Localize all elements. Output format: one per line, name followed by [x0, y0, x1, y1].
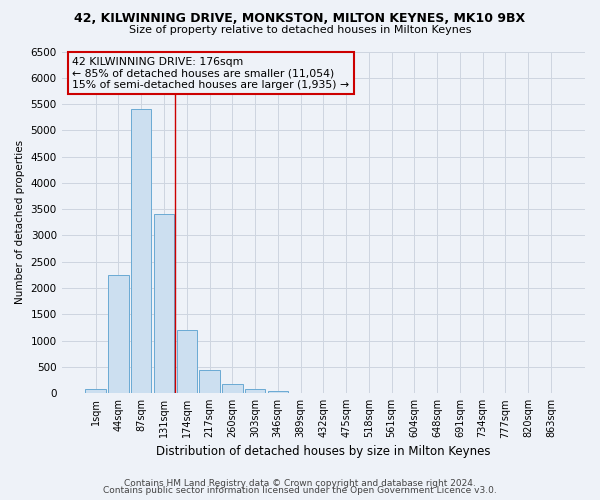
Bar [85, 390, 106, 393]
Bar [290, 392, 311, 393]
Bar [245, 390, 265, 393]
Bar [108, 275, 129, 393]
Text: 42 KILWINNING DRIVE: 176sqm
← 85% of detached houses are smaller (11,054)
15% of: 42 KILWINNING DRIVE: 176sqm ← 85% of det… [72, 56, 349, 90]
Bar [154, 214, 174, 393]
Text: Size of property relative to detached houses in Milton Keynes: Size of property relative to detached ho… [129, 25, 471, 35]
Text: Contains HM Land Registry data © Crown copyright and database right 2024.: Contains HM Land Registry data © Crown c… [124, 478, 476, 488]
Text: Contains public sector information licensed under the Open Government Licence v3: Contains public sector information licen… [103, 486, 497, 495]
Bar [199, 370, 220, 393]
Text: 42, KILWINNING DRIVE, MONKSTON, MILTON KEYNES, MK10 9BX: 42, KILWINNING DRIVE, MONKSTON, MILTON K… [74, 12, 526, 26]
Y-axis label: Number of detached properties: Number of detached properties [15, 140, 25, 304]
Bar [222, 384, 242, 393]
Bar [176, 330, 197, 393]
Bar [268, 390, 288, 393]
X-axis label: Distribution of detached houses by size in Milton Keynes: Distribution of detached houses by size … [156, 444, 491, 458]
Bar [131, 110, 151, 393]
